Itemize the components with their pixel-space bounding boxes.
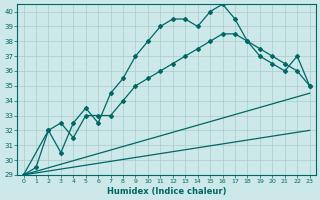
X-axis label: Humidex (Indice chaleur): Humidex (Indice chaleur) xyxy=(107,187,226,196)
